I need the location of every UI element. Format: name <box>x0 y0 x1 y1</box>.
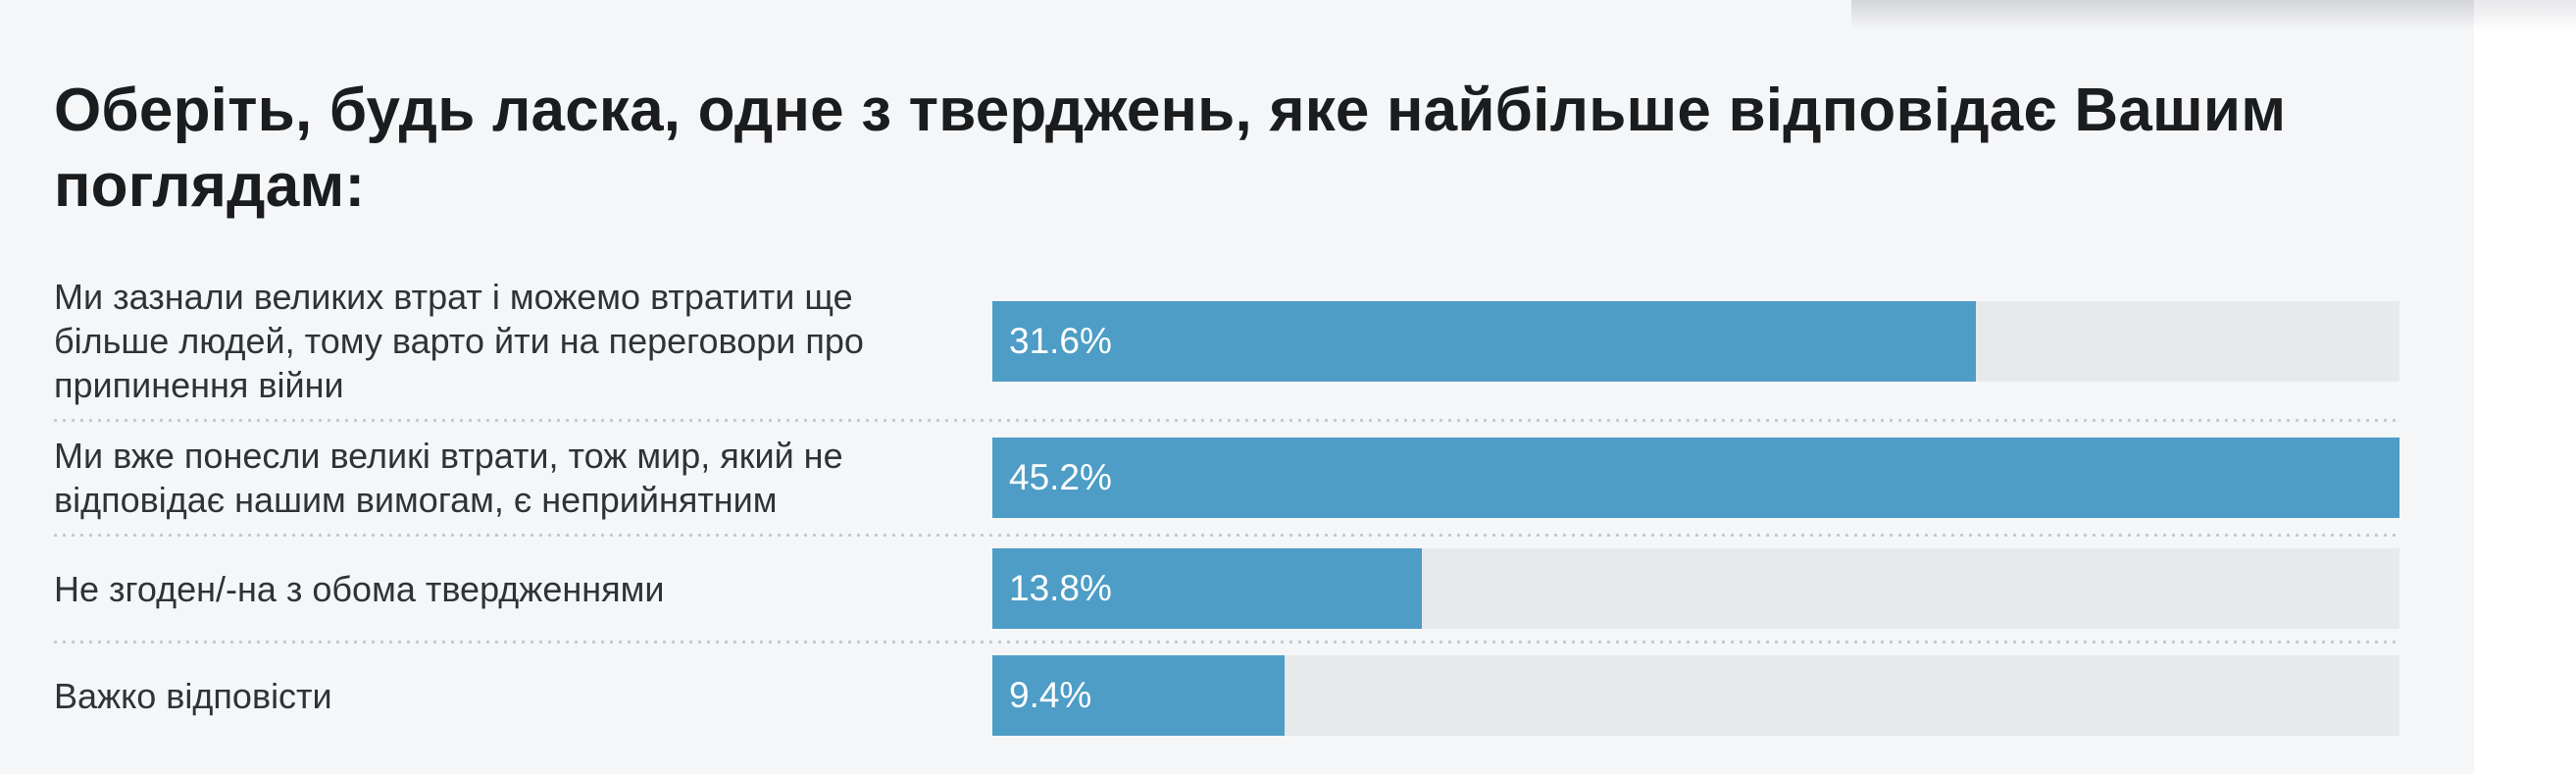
result-row: Важко відповісти 9.4% <box>54 644 2399 748</box>
answer-label: Ми зазнали великих втрат і можемо втрати… <box>54 277 864 405</box>
result-row: Не згоден/-на з обома твердженнями 13.8% <box>54 537 2399 641</box>
bar-track: 9.4% <box>992 655 2399 736</box>
answer-label: Не згоден/-на з обома твердженнями <box>54 568 665 609</box>
bar-value-label: 13.8% <box>1009 568 1112 608</box>
bar-value-label: 45.2% <box>1009 457 1112 497</box>
survey-results-card: Оберіть, будь ласка, одне з тверджень, я… <box>54 77 2399 748</box>
bar-fill: 45.2% <box>992 438 2399 518</box>
row-separator <box>54 641 2399 644</box>
bar-value-label: 31.6% <box>1009 320 1112 361</box>
bar-fill: 31.6% <box>992 300 1977 382</box>
result-row: Ми вже понесли великі втрати, тож мир, я… <box>54 422 2399 534</box>
right-margin-column <box>2474 0 2576 774</box>
bar-track: 13.8% <box>992 548 2399 629</box>
results-list: Ми зазнали великих втрат і можемо втрати… <box>54 263 2399 748</box>
result-row: Ми зазнали великих втрат і можемо втрати… <box>54 263 2399 419</box>
bar-track: 45.2% <box>992 438 2399 518</box>
bar-fill: 13.8% <box>992 548 1423 629</box>
bar-track: 31.6% <box>992 300 2399 382</box>
bar-fill: 9.4% <box>992 655 1286 736</box>
row-separator <box>54 534 2399 537</box>
answer-label: Ми вже понесли великі втрати, тож мир, я… <box>54 436 843 520</box>
right-margin-top-shadow <box>2474 0 2576 33</box>
row-separator <box>54 419 2399 422</box>
question-title: Оберіть, будь ласка, одне з тверджень, я… <box>54 77 2287 220</box>
bar-value-label: 9.4% <box>1009 675 1092 715</box>
answer-label: Важко відповісти <box>54 675 332 716</box>
